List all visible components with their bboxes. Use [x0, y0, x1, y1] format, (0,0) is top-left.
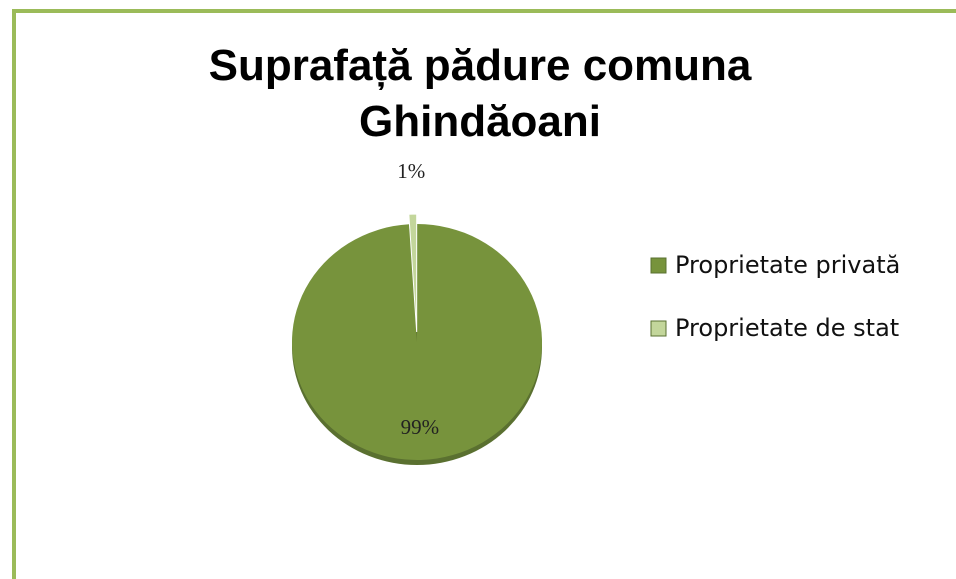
- chart-frame: [12, 9, 956, 579]
- chart: 99% 1% Proprietate privată Proprietate de s…: [292, 159, 900, 465]
- page: Suprafață pădure comuna Ghindăoani 99% 1%…: [12, 9, 956, 579]
- data-label: 99%: [401, 415, 440, 439]
- chart-title: Suprafață pădure comuna Ghindăoani: [208, 41, 752, 146]
- legend-label: Proprietate privată: [675, 251, 900, 279]
- legend-swatch: [650, 257, 667, 274]
- pie-slice: [292, 224, 543, 461]
- pie-slice: [408, 213, 418, 333]
- legend-label: Proprietate de stat: [675, 314, 899, 342]
- legend-swatch: [650, 320, 667, 337]
- data-label: 1%: [397, 159, 425, 183]
